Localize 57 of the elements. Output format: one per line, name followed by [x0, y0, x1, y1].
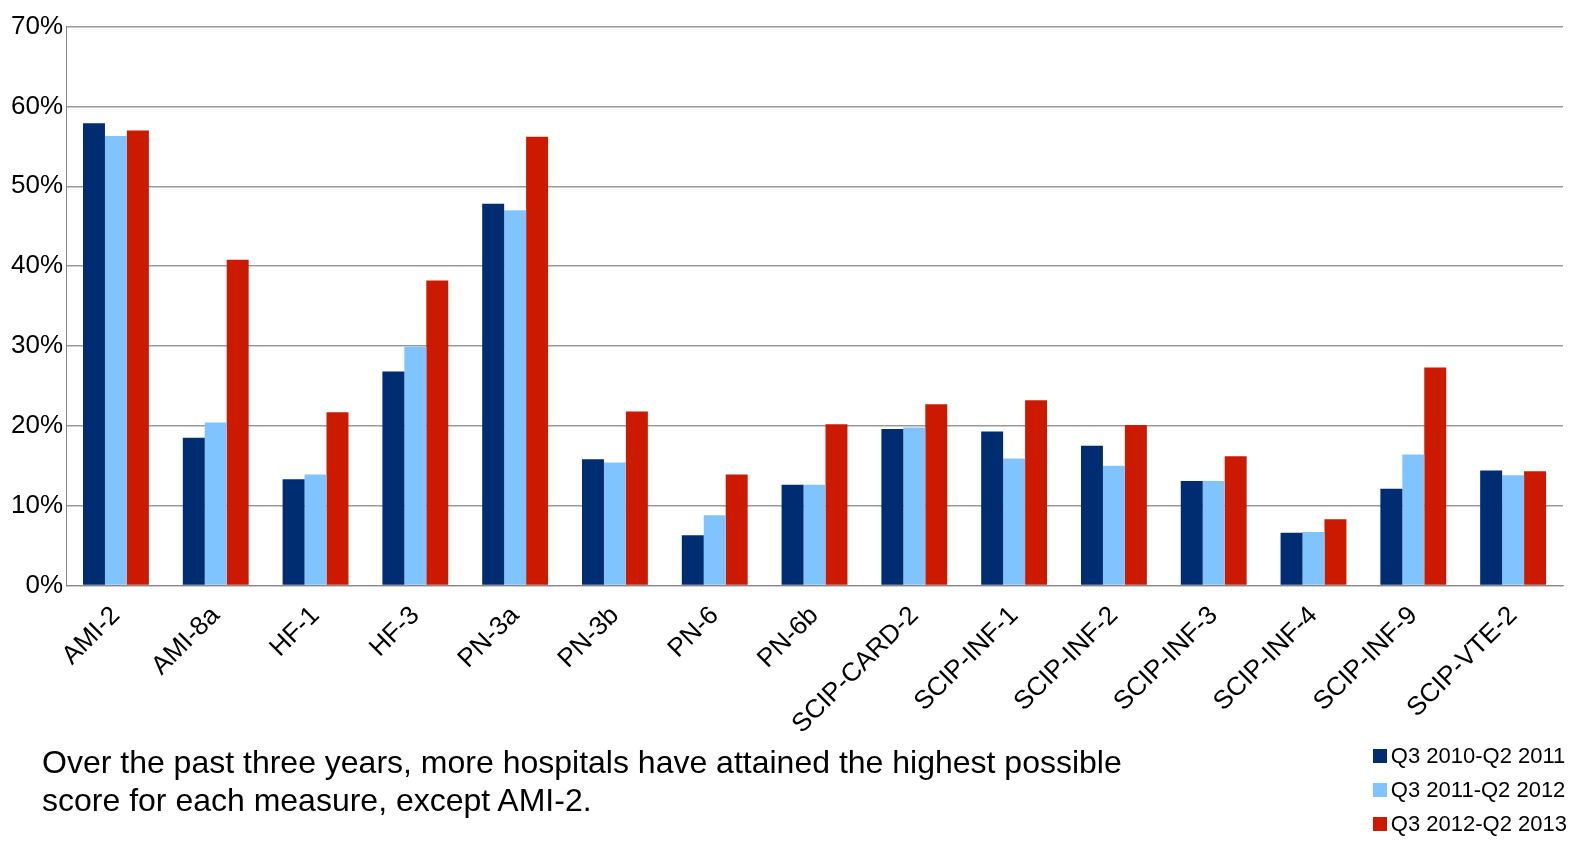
bar — [1224, 456, 1247, 585]
bar — [204, 422, 227, 585]
bar — [326, 412, 349, 585]
bar — [1025, 400, 1048, 585]
legend-label: Q3 2011-Q2 2012 — [1390, 777, 1566, 803]
bar — [1424, 367, 1447, 585]
y-tick-label: 20% — [10, 408, 64, 439]
bar — [981, 431, 1004, 585]
bar — [825, 424, 848, 585]
y-tick-label: 40% — [10, 249, 64, 280]
bar — [1380, 488, 1403, 585]
bar — [1480, 470, 1503, 585]
bar — [781, 484, 804, 585]
bar — [182, 437, 205, 585]
bar — [925, 404, 948, 585]
bar — [404, 346, 427, 585]
bar — [382, 371, 405, 585]
bar — [1124, 424, 1147, 585]
bar — [282, 479, 305, 585]
bar — [581, 459, 604, 585]
bar — [1502, 475, 1525, 585]
bar — [504, 210, 527, 585]
bar — [1003, 458, 1026, 585]
bar — [1402, 454, 1425, 585]
bar — [1102, 465, 1125, 585]
bar — [1202, 480, 1225, 585]
legend-label: Q3 2010-Q2 2011 — [1390, 743, 1566, 769]
bar — [1302, 531, 1325, 585]
bar — [1524, 471, 1547, 585]
bar — [703, 515, 726, 585]
y-tick-label: 50% — [10, 169, 64, 200]
legend-label: Q3 2012-Q2 2013 — [1390, 811, 1567, 837]
bar — [903, 427, 926, 585]
y-tick-label: 70% — [10, 9, 64, 40]
bar — [1080, 445, 1103, 585]
bar — [1324, 519, 1347, 585]
bar — [126, 130, 149, 585]
bar — [881, 428, 904, 585]
bar — [526, 136, 549, 585]
bar — [681, 535, 704, 585]
y-tick-label: 10% — [10, 488, 64, 519]
y-tick-label: 30% — [10, 329, 64, 360]
y-tick-label: 60% — [10, 89, 64, 120]
bar — [603, 462, 626, 585]
bar — [725, 474, 748, 585]
bar — [104, 135, 127, 585]
bar — [1280, 532, 1303, 585]
bar — [226, 259, 249, 585]
bar — [482, 203, 505, 585]
bar — [304, 474, 327, 585]
y-tick-label: 0% — [25, 568, 64, 599]
text: Over the past three years, more hospitals have attained the highest possible score for each measure, except AMI-2. — [42, 743, 1123, 819]
bar — [426, 280, 449, 585]
bar — [803, 484, 826, 585]
bar — [83, 123, 105, 585]
bar — [1180, 480, 1203, 585]
bar — [625, 411, 648, 585]
